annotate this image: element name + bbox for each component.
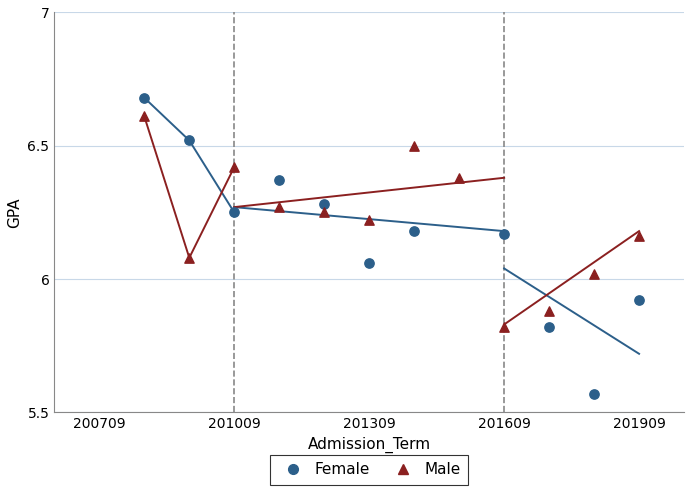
Point — [544, 307, 555, 315]
Legend: Female, Male: Female, Male — [270, 455, 468, 485]
Point — [184, 254, 195, 262]
Point — [319, 208, 330, 216]
Point — [408, 142, 419, 150]
Point — [634, 296, 645, 304]
Point — [499, 230, 510, 238]
Point — [139, 113, 150, 121]
Point — [229, 163, 240, 171]
Point — [589, 270, 600, 278]
X-axis label: Admission_Term: Admission_Term — [307, 437, 430, 453]
Point — [139, 94, 150, 102]
Point — [229, 208, 240, 216]
Point — [453, 174, 464, 182]
Point — [363, 259, 375, 267]
Point — [274, 203, 285, 211]
Y-axis label: GPA: GPA — [7, 197, 22, 228]
Point — [274, 177, 285, 185]
Point — [408, 227, 419, 235]
Point — [363, 216, 375, 224]
Point — [634, 232, 645, 240]
Point — [589, 390, 600, 398]
Point — [184, 136, 195, 144]
Point — [499, 323, 510, 331]
Point — [319, 200, 330, 208]
Point — [544, 323, 555, 331]
